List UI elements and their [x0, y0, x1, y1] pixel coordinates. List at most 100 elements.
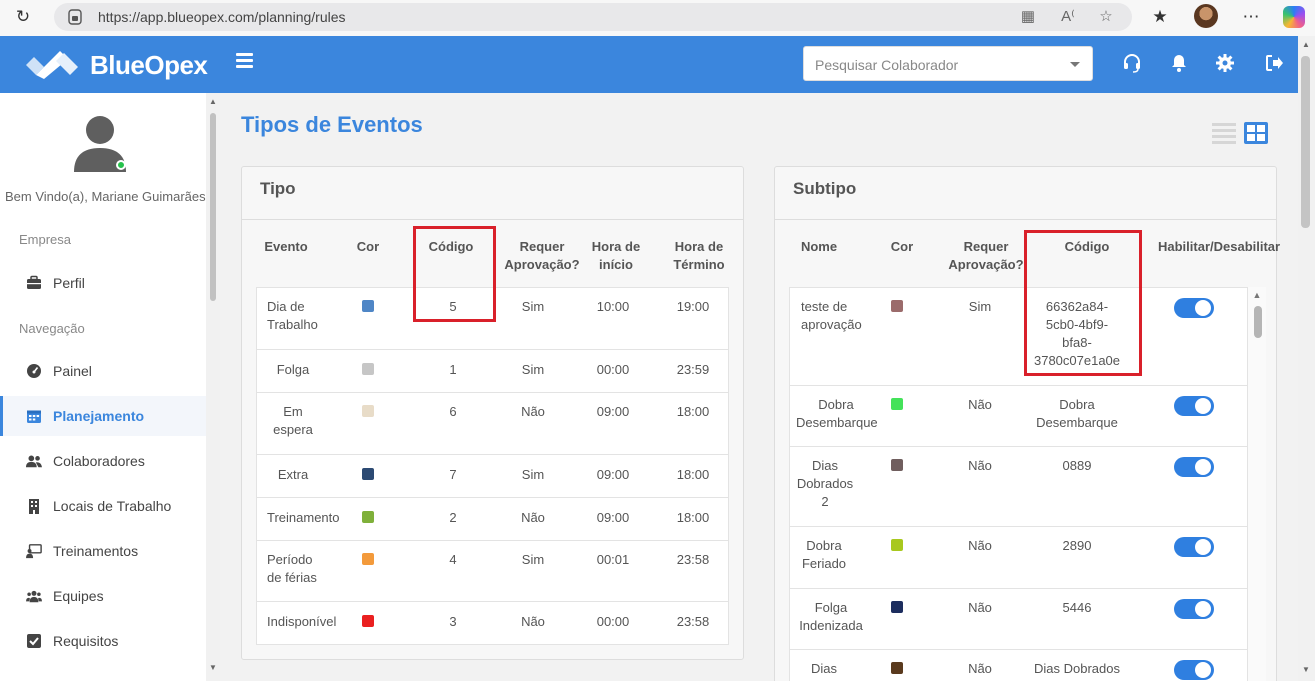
table-row[interactable]: Folga Indenizada Não 5446: [790, 589, 1247, 650]
cell-nome: Dias: [810, 661, 837, 676]
sidebar-item-locais[interactable]: Locais de Trabalho: [0, 486, 206, 526]
color-swatch: [362, 615, 374, 627]
cell-aprovacao: Não: [968, 600, 992, 615]
color-swatch: [362, 553, 374, 565]
favorite-icon[interactable]: ☆: [1099, 8, 1113, 25]
sidebar-scrollbar-thumb[interactable]: [210, 113, 216, 301]
users-icon: [26, 455, 42, 468]
col-header-habilitar[interactable]: Habilitar/Desabilitar: [1158, 239, 1281, 254]
sidebar-item-painel[interactable]: Painel: [0, 351, 206, 391]
more-icon[interactable]: ⋯: [1242, 7, 1260, 26]
scroll-down-arrow[interactable]: ▼: [209, 663, 217, 672]
table-row[interactable]: Período de férias 4 Sim 00:01 23:58: [257, 541, 728, 602]
bell-icon[interactable]: [1169, 53, 1189, 73]
table-row[interactable]: Dias Dobrados 2 Não 0889: [790, 447, 1247, 527]
site-info-icon[interactable]: [66, 8, 84, 26]
brand-name[interactable]: BlueOpex: [90, 50, 208, 80]
sidebar-item-requisitos[interactable]: Requisitos: [0, 621, 206, 661]
read-aloud-icon[interactable]: A⁽: [1061, 8, 1075, 25]
employee-search-select[interactable]: Pesquisar Colaborador: [803, 46, 1093, 81]
cell-hora-termino: 18:00: [676, 510, 710, 525]
col-header-cor[interactable]: Cor: [356, 239, 380, 254]
color-swatch: [362, 300, 374, 312]
copilot-icon[interactable]: [1283, 6, 1305, 28]
chevron-down-icon[interactable]: [1070, 62, 1080, 67]
sidebar-scrollbar[interactable]: [206, 93, 220, 681]
cell-line: Desembarque: [796, 415, 878, 430]
sidebar-item-label: Locais de Trabalho: [53, 498, 172, 514]
welcome-text: Bem Vindo(a), Mariane Guimarães: [5, 189, 206, 204]
sidebar-item-colaboradores[interactable]: Colaboradores: [0, 441, 206, 481]
sidebar-item-treinamentos[interactable]: Treinamentos: [0, 531, 206, 571]
employee-search-placeholder: Pesquisar Colaborador: [815, 57, 959, 73]
table-row[interactable]: Folga 1 Sim 00:00 23:59: [257, 350, 728, 393]
scroll-up-arrow[interactable]: ▲: [1302, 40, 1310, 49]
table-row[interactable]: Indisponível 3 Não 00:00 23:58: [257, 602, 728, 645]
cell-line: Feriado: [801, 556, 847, 571]
enable-toggle[interactable]: [1174, 457, 1214, 477]
table-row[interactable]: Dobra Feriado Não 2890: [790, 527, 1247, 589]
col-header-requer-aprovacao[interactable]: Requer Aprovação?: [946, 238, 1026, 274]
col-header-codigo[interactable]: Código: [428, 239, 474, 254]
checkbox-icon: [27, 634, 41, 648]
header-line: Requer: [963, 239, 1009, 254]
enable-toggle[interactable]: [1174, 537, 1214, 557]
col-header-hora-termino[interactable]: Hora de Término: [666, 238, 732, 274]
sidebar-item-equipes[interactable]: Equipes: [0, 576, 206, 616]
table-row[interactable]: Extra 7 Sim 09:00 18:00: [257, 455, 728, 498]
col-header-hora-inicio[interactable]: Hora de início: [586, 238, 646, 274]
cell-aprovacao: Sim: [521, 467, 545, 482]
logo-icon[interactable]: [26, 47, 78, 79]
reload-icon[interactable]: ↻: [15, 7, 31, 26]
table-row[interactable]: Treinamento 2 Não 09:00 18:00: [257, 498, 728, 541]
sidebar-item-planejamento[interactable]: Planejamento: [0, 396, 206, 436]
enable-toggle[interactable]: [1174, 660, 1214, 680]
sidebar-item-label: Perfil: [53, 275, 85, 291]
cell-line: Dobra: [818, 397, 854, 412]
favorites-icon[interactable]: ★: [1152, 7, 1168, 26]
briefcase-icon: [27, 275, 41, 289]
scroll-down-arrow[interactable]: ▼: [1302, 665, 1310, 674]
col-header-evento[interactable]: Evento: [264, 239, 308, 254]
sidebar-item-label: Equipes: [53, 588, 104, 604]
logout-icon[interactable]: [1264, 53, 1284, 73]
cell-hora-inicio: 09:00: [596, 467, 630, 482]
grid-view-icon[interactable]: [1243, 121, 1269, 145]
cell-hora-inicio: 00:01: [596, 552, 630, 567]
cell-codigo: 0889: [1062, 458, 1092, 473]
cell-line: Período: [267, 552, 313, 567]
subtipo-scrollbar-thumb[interactable]: [1254, 306, 1262, 338]
profile-avatar[interactable]: [1194, 4, 1218, 28]
page-scrollbar-thumb[interactable]: [1301, 56, 1310, 228]
table-row[interactable]: teste de aprovação Sim 66362a84- 5cb0-4bf…: [790, 288, 1247, 386]
app-available-icon[interactable]: ▦: [1020, 8, 1036, 25]
col-header-requer-aprovacao[interactable]: Requer Aprovação?: [500, 238, 584, 274]
table-row[interactable]: Dia de Trabalho 5 Sim 10:00 19:00: [257, 288, 728, 350]
cell-line: 3780c07e1a0e: [1033, 353, 1121, 368]
list-view-icon[interactable]: [1212, 121, 1236, 145]
tipo-panel-header: Tipo: [242, 167, 743, 220]
scroll-up-arrow[interactable]: ▲: [1252, 290, 1262, 300]
address-bar[interactable]: https://app.blueopex.com/planning/rules …: [54, 3, 1132, 31]
col-header-nome[interactable]: Nome: [800, 239, 838, 254]
sidebar-item-perfil[interactable]: Perfil: [0, 263, 206, 303]
sidebar-item-label: Painel: [53, 363, 92, 379]
table-row[interactable]: Dias Não Dias Dobrados: [790, 650, 1247, 681]
section-label-navigation: Navegação: [19, 321, 85, 336]
gear-icon[interactable]: [1215, 53, 1235, 73]
enable-toggle[interactable]: [1174, 298, 1214, 318]
table-row[interactable]: Dobra Desembarque Não Dobra Desembarque: [790, 386, 1247, 447]
enable-toggle[interactable]: [1174, 599, 1214, 619]
cell-evento: Extra: [277, 467, 309, 482]
url-text[interactable]: https://app.blueopex.com/planning/rules: [98, 9, 346, 25]
enable-toggle[interactable]: [1174, 396, 1214, 416]
subtipo-panel-header: Subtipo: [775, 167, 1276, 220]
headset-icon[interactable]: [1122, 53, 1142, 73]
table-row[interactable]: Em espera 6 Não 09:00 18:00: [257, 393, 728, 455]
cell-nome: Dobra Desembarque: [796, 396, 878, 432]
col-header-codigo[interactable]: Código: [1064, 239, 1110, 254]
col-header-cor[interactable]: Cor: [890, 239, 914, 254]
scroll-up-arrow[interactable]: ▲: [209, 97, 217, 106]
subtipo-scrollbar[interactable]: [1248, 287, 1266, 681]
menu-toggle-icon[interactable]: [236, 53, 253, 68]
